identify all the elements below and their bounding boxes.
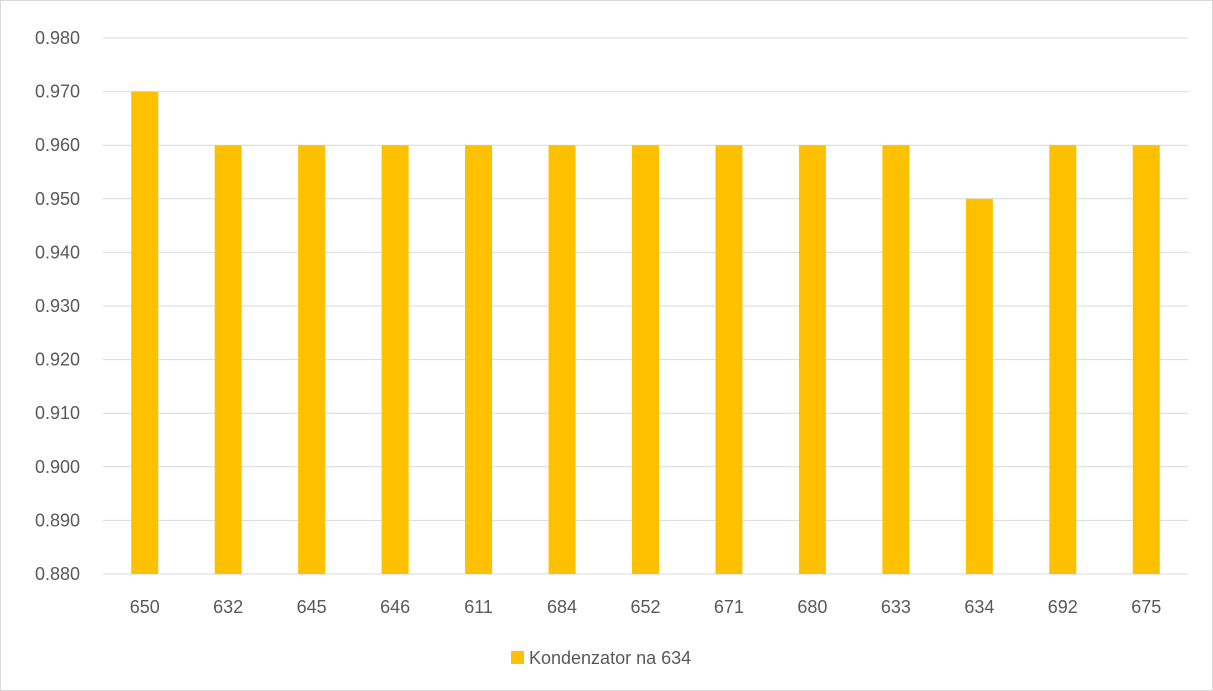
x-tick-label: 634 xyxy=(964,597,994,617)
y-tick-label: 0.880 xyxy=(35,564,80,584)
bar-634 xyxy=(965,198,993,575)
y-tick-label: 0.890 xyxy=(35,510,80,530)
bar-650 xyxy=(131,91,159,574)
bar-652 xyxy=(632,145,659,574)
bar-692 xyxy=(1049,145,1077,574)
bar-646 xyxy=(381,145,409,574)
x-tick-label: 650 xyxy=(130,597,160,617)
x-tick-label: 645 xyxy=(297,597,327,617)
x-tick-label: 680 xyxy=(797,597,827,617)
bar-675 xyxy=(1132,145,1160,574)
bar-680 xyxy=(798,145,826,574)
y-axis-ticks: 0.880 0.890 0.900 0.910 0.920 0.930 0.940 0.950… xyxy=(35,28,80,584)
x-axis-ticks: 650 632 645 646 611 684 652 671 680 633 634 692 675 xyxy=(130,597,1162,617)
legend-label: Kondenzator na 634 xyxy=(529,648,691,668)
x-tick-label: 675 xyxy=(1131,597,1161,617)
y-tick-label: 0.970 xyxy=(35,82,80,102)
x-tick-label: 646 xyxy=(380,597,410,617)
bar-671 xyxy=(715,145,743,574)
bar-645 xyxy=(298,145,326,574)
y-tick-label: 0.980 xyxy=(35,28,80,48)
x-tick-label: 671 xyxy=(714,597,744,617)
legend-swatch xyxy=(511,651,524,664)
x-tick-label: 633 xyxy=(881,597,911,617)
legend: Kondenzator na 634 xyxy=(511,648,691,668)
y-tick-label: 0.960 xyxy=(35,135,80,155)
x-tick-label: 611 xyxy=(464,597,493,617)
x-tick-label: 684 xyxy=(547,597,577,617)
x-tick-label: 652 xyxy=(630,597,660,617)
x-tick-label: 632 xyxy=(213,597,243,617)
bar-633 xyxy=(882,145,910,574)
bar-632 xyxy=(214,145,242,574)
bars xyxy=(131,91,1160,575)
bar-611 xyxy=(465,145,493,574)
y-tick-label: 0.900 xyxy=(35,457,80,477)
y-tick-label: 0.910 xyxy=(35,403,80,423)
bar-684 xyxy=(548,145,576,574)
y-tick-label: 0.940 xyxy=(35,242,80,262)
y-tick-label: 0.930 xyxy=(35,296,80,316)
y-tick-label: 0.950 xyxy=(35,189,80,209)
y-tick-label: 0.920 xyxy=(35,350,80,370)
x-tick-label: 692 xyxy=(1048,597,1078,617)
